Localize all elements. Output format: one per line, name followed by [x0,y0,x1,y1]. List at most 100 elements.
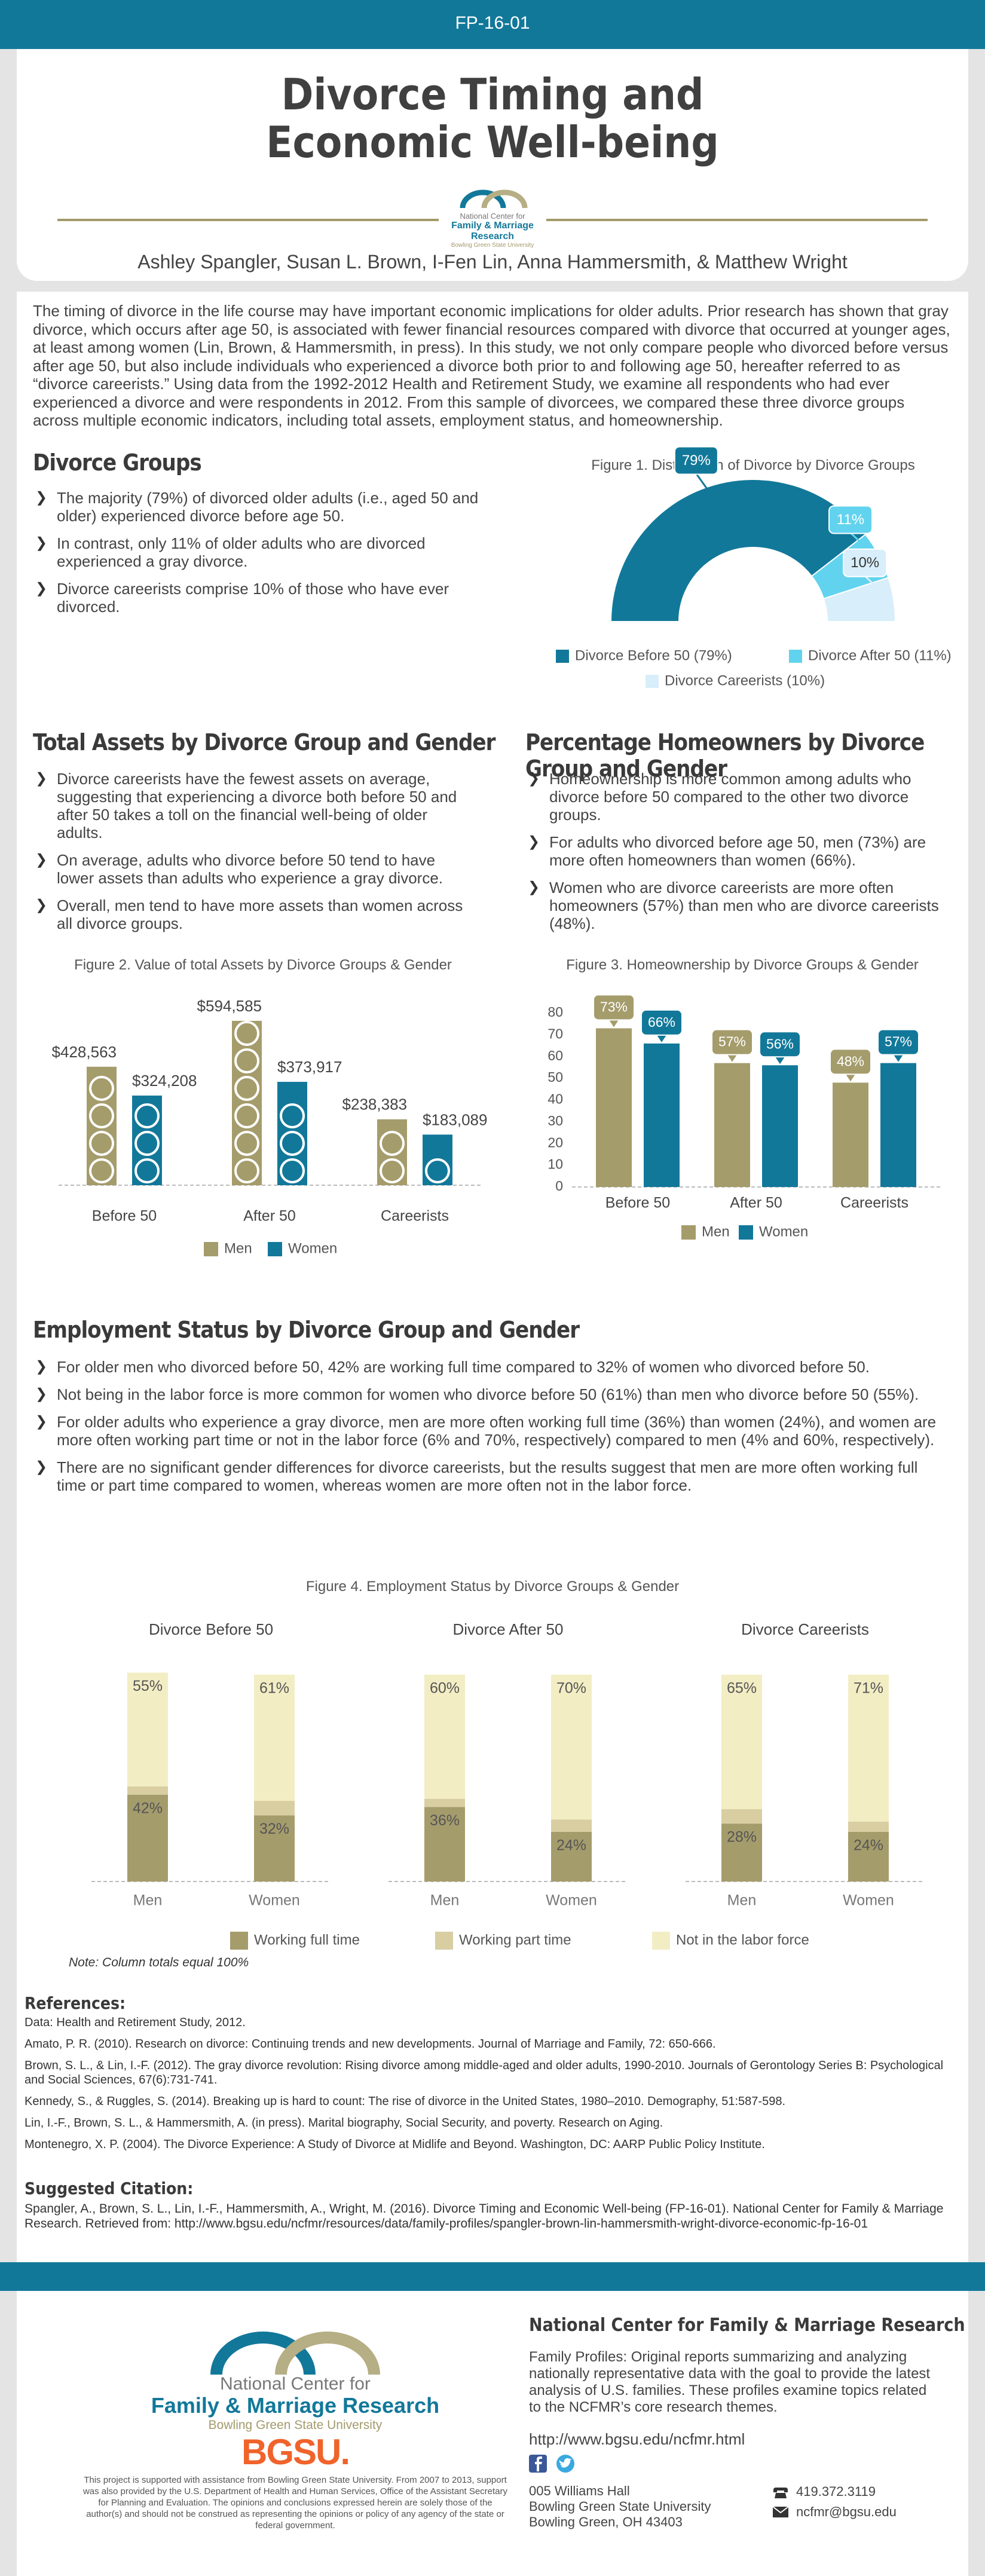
legend-swatch [789,650,802,663]
coin [234,1158,259,1183]
y-tick-label: 0 [555,1178,563,1194]
x-tick-label: After 50 [243,1208,296,1225]
title: Divorce Timing and Economic Well-being [266,69,719,167]
data-label: 73% [600,999,628,1015]
coin [280,1131,305,1156]
callout-pointer [657,1035,666,1042]
section-heading: Divorce Groups [33,449,202,476]
social-icons [529,2455,574,2473]
callout-box [711,1029,753,1056]
bar [714,1063,750,1187]
legend-swatch [652,1932,670,1950]
phone: 419.372.3119 [796,2484,876,2499]
bar [880,1063,916,1187]
data-label: 56% [766,1036,794,1051]
coin [89,1158,114,1183]
legend-swatch [204,1242,218,1256]
callout-pointer [775,1057,785,1064]
data-label: 11% [837,512,864,528]
address-line: Bowling Green, OH 43403 [529,2514,683,2529]
callout-pointer [846,1074,855,1082]
bullet: For adults who divorced before age 50, m… [525,833,956,869]
bar [762,1065,798,1187]
x-tick-label: Women [546,1892,597,1909]
bullet-list: Divorce careerists have the fewest asset… [33,770,463,942]
reference: Montenegro, X. P. (2004). The Divorce Ex… [25,2138,765,2151]
coin [89,1103,114,1128]
y-tick-label: 50 [547,1069,563,1085]
callout-pointer [609,1020,619,1027]
figure-caption: Figure 1. Distribution of Divorce by Div… [591,457,915,473]
y-tick-label: 30 [547,1113,563,1128]
coin [234,1021,259,1046]
legend-label: Women [759,1223,808,1240]
data-label: 66% [648,1014,675,1030]
email[interactable]: ncfmr@bgsu.edu [796,2504,897,2519]
legend-swatch [268,1242,282,1256]
legend-swatch [556,650,569,663]
data-label: $428,563 [52,1043,117,1061]
data-label: 71% [854,1680,883,1697]
contact-icons [772,2488,789,2517]
bar-segment [848,1675,889,1822]
bullet: Overall, men tend to have more assets th… [33,897,463,932]
coin [89,1076,114,1101]
bullet: In contrast, only 11% of older adults wh… [33,534,493,570]
address: 005 Williams Hall Bowling Green State Uni… [529,2483,711,2530]
coin [234,1048,259,1073]
facebook-glyph [535,2456,542,2471]
bar [232,1021,262,1185]
bar-segment [254,1815,295,1881]
legend-label: Working full time [254,1932,360,1948]
data-label: 48% [837,1053,864,1069]
bullet: Divorce careerists comprise 10% of those… [33,580,493,616]
address-line: 005 Williams Hall [529,2483,630,2498]
twitter-glyph [559,2458,572,2468]
legend-label: Men [702,1223,730,1240]
y-tick-label: 60 [547,1048,563,1063]
bullet: The majority (79%) of divorced older adu… [33,489,493,525]
figure-1: Figure 1. Distribution of Divorce by Div… [556,446,952,689]
group-title: Divorce After 50 [453,1620,564,1638]
group-title: Divorce Careerists [741,1620,869,1638]
x-tick-label: Men [430,1892,460,1909]
footer-logo-line: Family & Marriage Research [151,2393,440,2418]
footer-url[interactable]: http://www.bgsu.edu/ncfmr.html [529,2430,745,2448]
logo-line: National Center for [460,212,525,221]
figure-caption: Figure 2. Value of total Assets by Divor… [74,957,452,973]
footer-heading: National Center for Family & Marriage Re… [529,2315,965,2336]
x-tick-label: Careerists [381,1208,449,1225]
bar-segment [721,1809,762,1824]
x-tick-label: Careerists [840,1195,908,1211]
logo-rings [460,189,528,209]
callout-box [674,446,718,475]
bar [644,1043,680,1187]
bar-segment [721,1824,762,1881]
data-label: 55% [133,1678,163,1694]
data-label: 65% [727,1680,757,1697]
bullet: There are no significant gender differen… [33,1458,941,1494]
callout-pointer [727,1054,737,1062]
bar [833,1082,868,1187]
data-label: $238,383 [342,1096,407,1113]
intro: The timing of divorce in the life course… [33,302,950,429]
section-heading: Percentage Homeowners by Divorce Group a… [525,729,925,782]
ring [210,2332,316,2375]
bullet: Homeownership is more common among adult… [525,770,956,824]
data-label: 79% [682,452,711,469]
figure-2: Figure 2. Value of total Assets by Divor… [52,957,488,1256]
phone-icon [773,2488,788,2498]
bullet: For older men who divorced before 50, 42… [33,1358,941,1376]
logo-line: Bowling Green State University [451,242,534,249]
data-label: 60% [430,1680,460,1697]
data-label: 24% [556,1837,586,1854]
mail-flap [772,2506,789,2514]
callout-pointer [864,575,891,601]
bar-segment [127,1794,168,1881]
data-label: 57% [718,1034,746,1050]
references: Data: Health and Retirement Study, 2012.… [25,2015,957,2159]
group-title: Divorce Before 50 [149,1620,273,1638]
bullet-list: The majority (79%) of divorced older adu… [33,489,493,625]
x-tick-label: Before 50 [92,1208,157,1225]
bullet: Not being in the labor force is more com… [33,1385,941,1403]
